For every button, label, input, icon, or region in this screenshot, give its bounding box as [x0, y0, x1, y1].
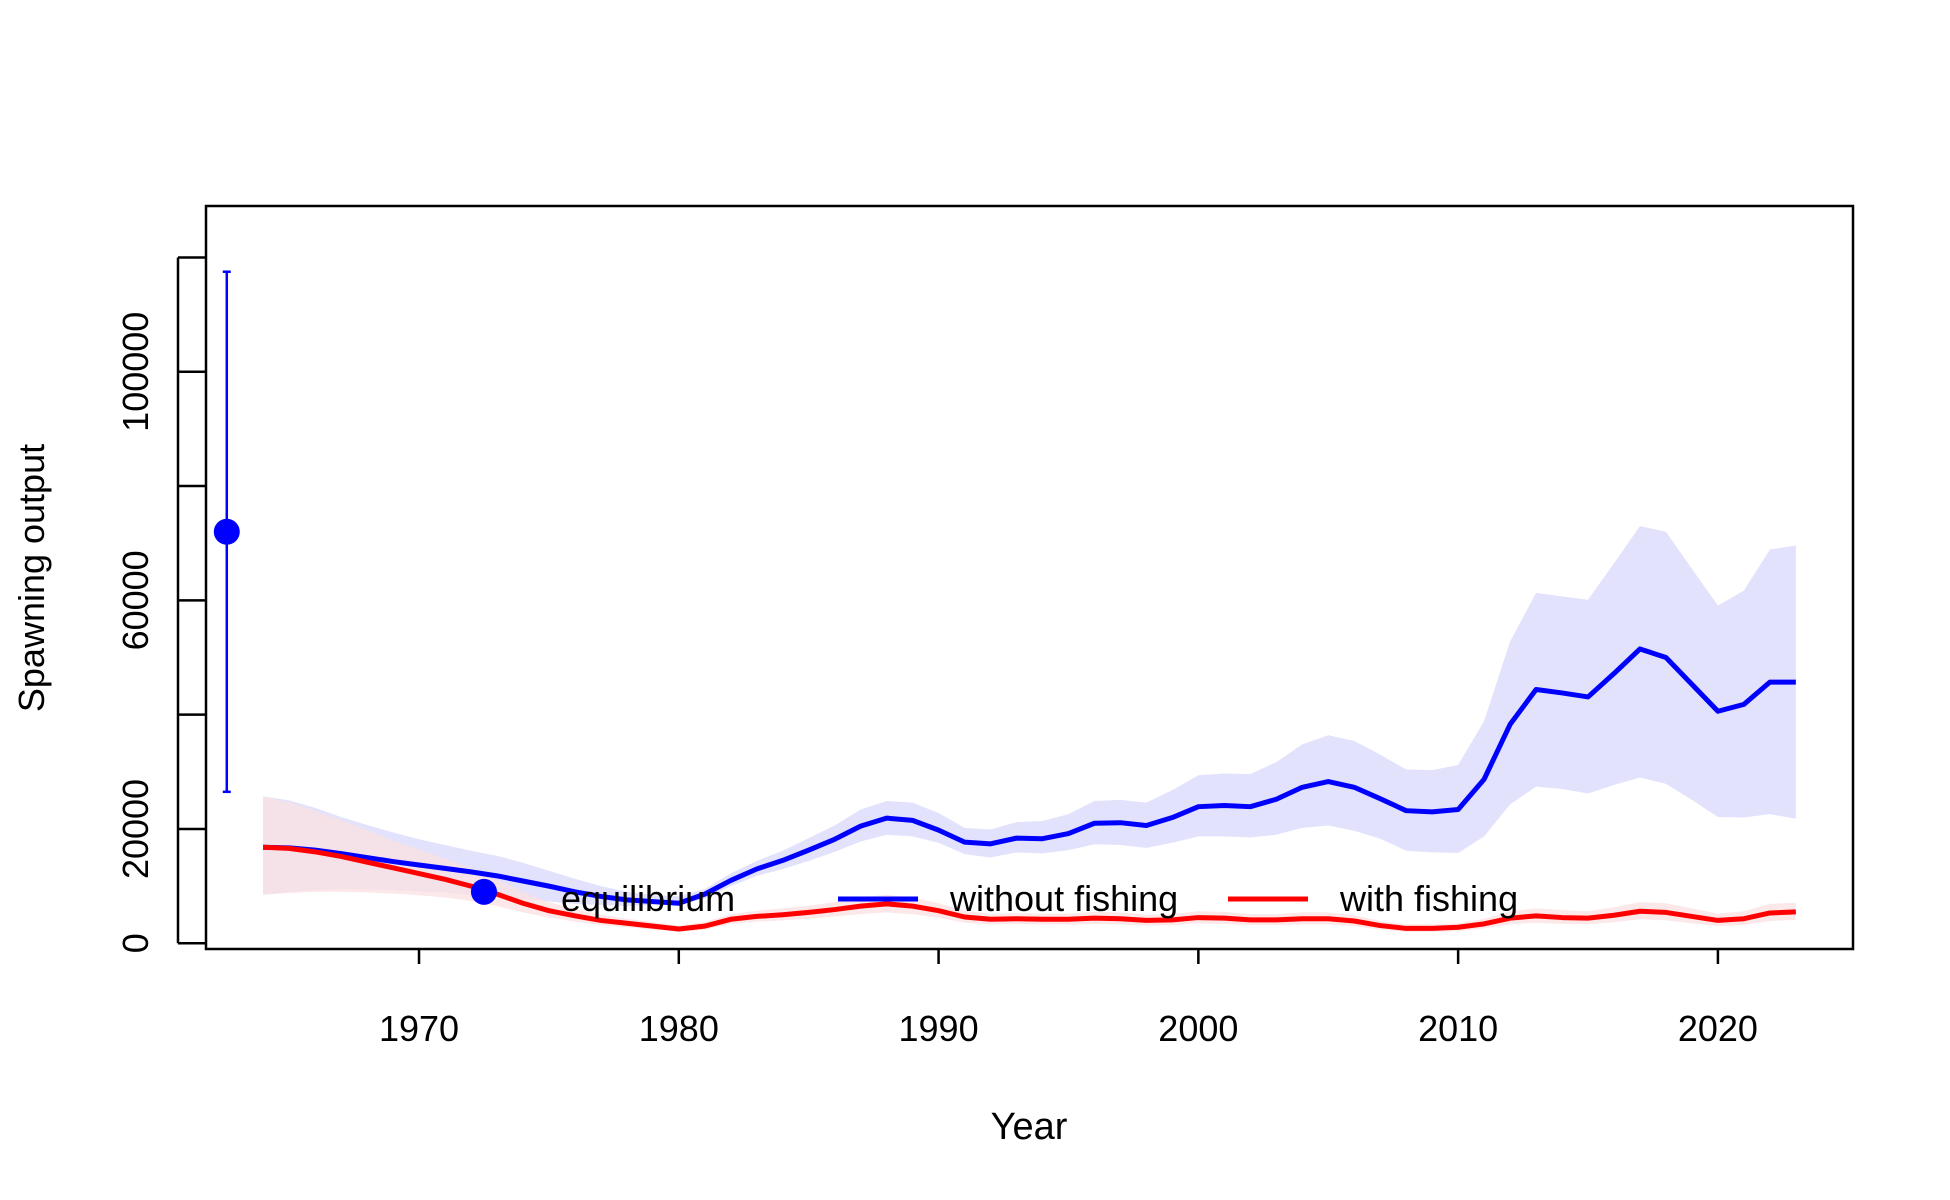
x-tick-label: 1980 [639, 1008, 719, 1049]
y-axis-label: Spawning output [11, 444, 52, 712]
y-tick-label: 100000 [115, 312, 156, 432]
x-tick-label: 2010 [1418, 1008, 1498, 1049]
x-axis-label: Year [991, 1106, 1068, 1148]
equilibrium-legend-point [470, 878, 497, 905]
band-without-fishing [263, 526, 1796, 907]
confidence-bands [263, 526, 1796, 932]
legend-label-equilibrium: equilibrium [561, 878, 735, 919]
plot-frame [204, 204, 1855, 951]
equilibrium-marker [213, 270, 497, 905]
y-tick-label: 0 [115, 933, 156, 953]
x-tick-label: 1970 [379, 1008, 459, 1049]
x-tick-label: 2020 [1678, 1008, 1758, 1049]
legend-label-with-fishing: with fishing [1339, 878, 1518, 919]
y-tick-label: 20000 [115, 779, 156, 879]
series-line-with-fishing [263, 844, 1796, 932]
series-lines [263, 646, 1796, 932]
x-tick-label: 1990 [899, 1008, 979, 1049]
legend-label-without-fishing: without fishing [949, 878, 1178, 919]
band-with-fishing [263, 796, 1796, 932]
axes: 1970 1980 1990 2000 2010 2020 0 20000 60000 10000… [115, 256, 1758, 1049]
series-line-without-fishing [263, 646, 1796, 906]
equilibrium-point [213, 518, 240, 545]
legend: equilibrium without fishing with fishing [561, 878, 1518, 919]
x-tick-label: 2000 [1158, 1008, 1238, 1049]
y-tick-label: 60000 [115, 550, 156, 650]
